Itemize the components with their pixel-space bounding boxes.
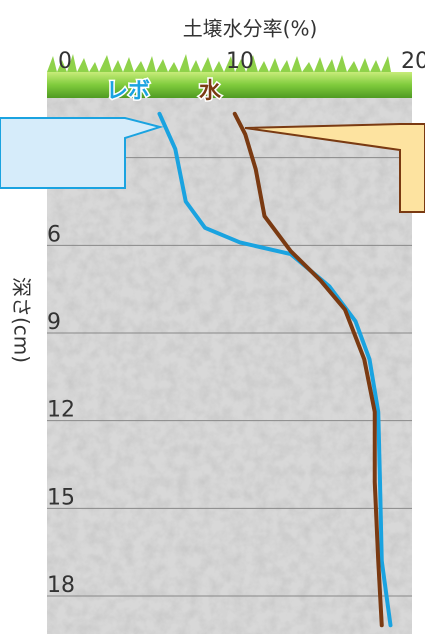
grass-blades bbox=[47, 54, 391, 72]
x-tick-label: 20 bbox=[401, 49, 425, 74]
grass bbox=[47, 72, 412, 98]
series-label: 水 bbox=[199, 79, 222, 104]
y-tick-label: 6 bbox=[47, 222, 61, 247]
y-axis-title: 深さ(cm) bbox=[10, 277, 34, 363]
x-axis-title: 土壌水分率(%) bbox=[183, 17, 318, 41]
series-label: レボ bbox=[106, 79, 150, 104]
chart: 369121518 土壌水分率(%) 深さ(cm) 01020レボ水 bbox=[0, 0, 425, 634]
y-tick-label: 15 bbox=[47, 485, 75, 510]
x-tick-label: 10 bbox=[226, 49, 254, 74]
y-tick-label: 18 bbox=[47, 573, 75, 598]
x-tick-label: 0 bbox=[58, 49, 72, 74]
y-tick-label: 9 bbox=[47, 310, 61, 335]
y-tick-label: 12 bbox=[47, 398, 75, 423]
